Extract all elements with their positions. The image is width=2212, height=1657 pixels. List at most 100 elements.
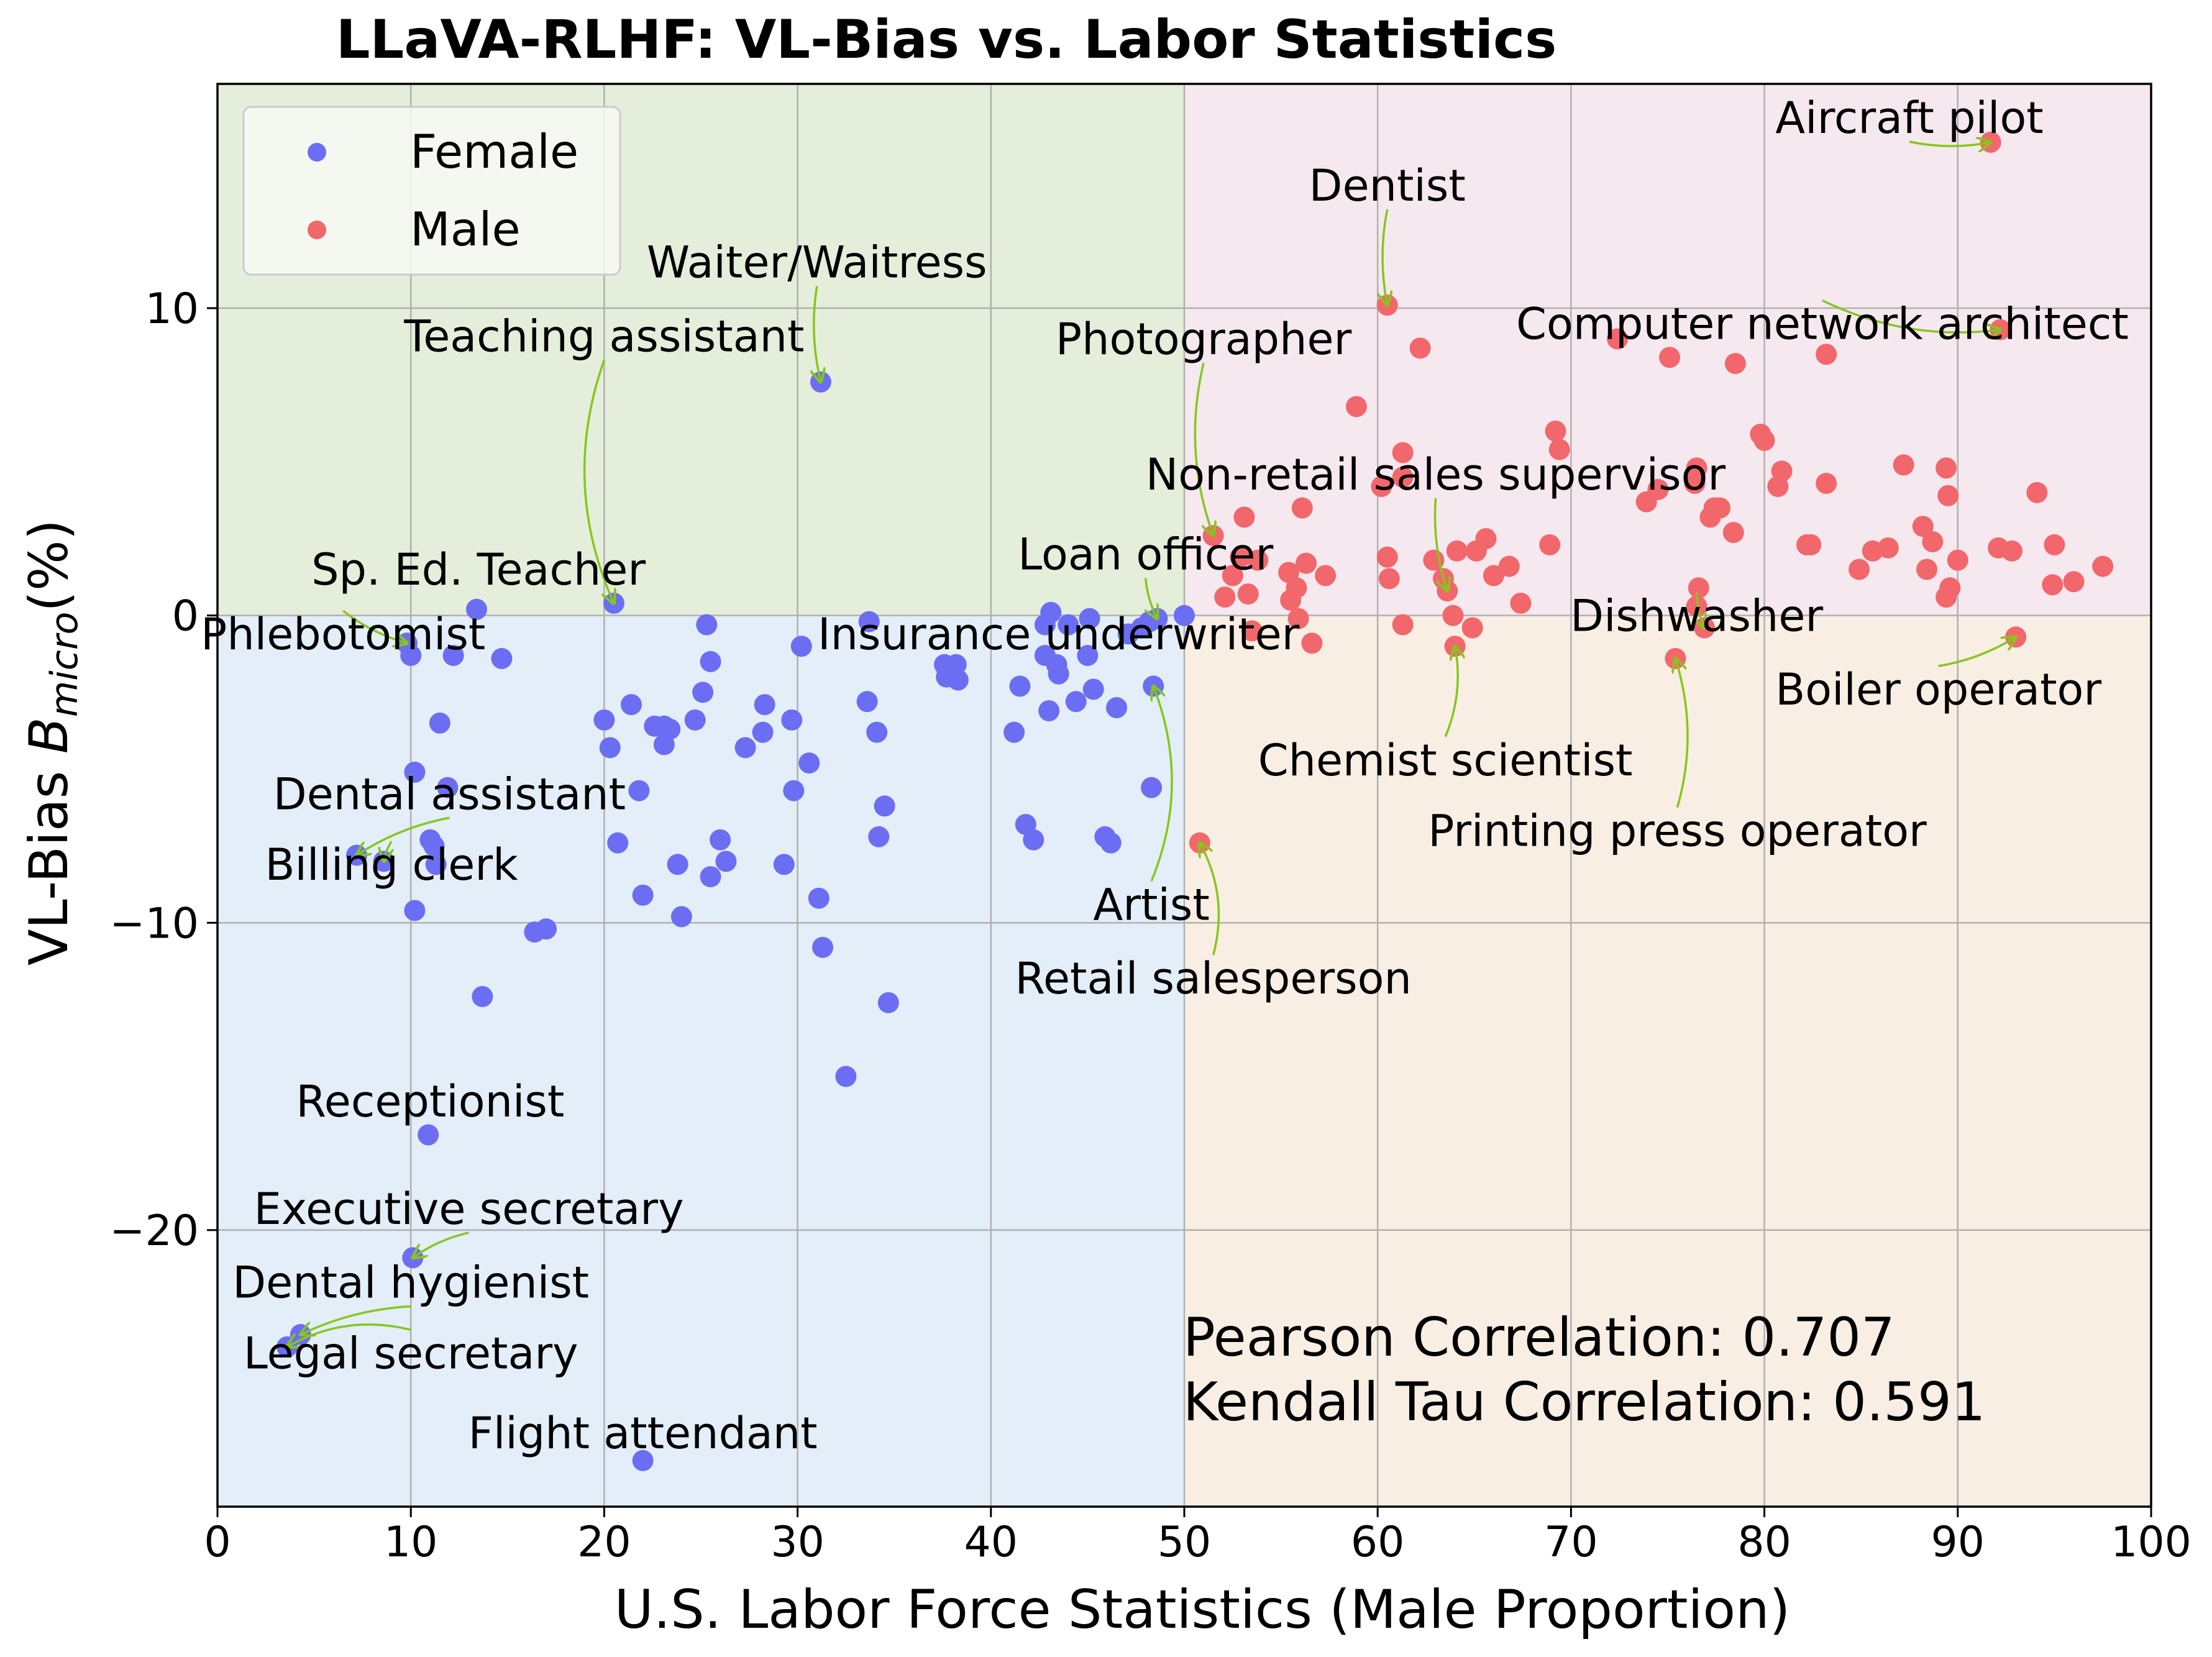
legend-marker-female <box>308 143 326 162</box>
y-tick-label: −10 <box>109 899 199 948</box>
annotation-arrow <box>1697 592 1704 628</box>
data-point-male <box>2001 540 2022 562</box>
data-point-male <box>1877 537 1899 559</box>
x-axis-label: U.S. Labor Force Statistics (Male Propor… <box>615 1579 1790 1641</box>
annotation-arrow <box>384 841 391 861</box>
annotation-label: Insurance underwriter <box>818 609 1300 660</box>
data-point-male <box>1371 475 1392 497</box>
annotation-label: Dental assistant <box>273 769 626 819</box>
annotations: Aircraft pilot Dentist Computer network ar… <box>201 93 2129 1459</box>
quadrant-bottom-right <box>1184 615 2151 1507</box>
annotation-label: Legal secretary <box>244 1328 578 1379</box>
data-point-female <box>808 887 830 909</box>
data-point-female <box>423 835 445 857</box>
data-point-male <box>1461 617 1483 639</box>
annotation-label: Dental hygienist <box>232 1258 589 1308</box>
data-point-female <box>1040 601 1062 623</box>
data-point-male <box>1287 608 1309 629</box>
x-tick-label: 0 <box>204 1518 231 1567</box>
data-point-male <box>1483 565 1504 587</box>
data-point-female <box>812 936 834 958</box>
data-point-male <box>1301 632 1323 654</box>
data-point-male <box>1686 595 1707 617</box>
data-point-male <box>1635 491 1657 513</box>
data-point-male <box>1688 577 1709 599</box>
legend-box <box>242 106 621 276</box>
data-point-female <box>404 761 426 783</box>
data-point-female <box>536 918 557 940</box>
data-point-female <box>874 795 895 817</box>
data-point-male <box>1912 516 1934 537</box>
data-point-male <box>1753 429 1775 451</box>
data-point-female <box>667 854 688 875</box>
x-tick-label: 40 <box>964 1518 1018 1567</box>
annotation-label: Waiter/Waitress <box>647 237 987 288</box>
kendall-correlation-text: Kendall Tau Correlation: 0.591 <box>1183 1371 1986 1433</box>
chart-title: LLaVA-RLHF: VL-Bias vs. Labor Statistics <box>336 9 1557 71</box>
annotation-label: Dishwasher <box>1570 590 1823 641</box>
data-point-male <box>1378 568 1400 590</box>
y-axis-label-main: VL-Bias <box>18 754 80 965</box>
data-point-female <box>491 647 513 669</box>
data-point-female <box>684 709 706 731</box>
annotation-label: Loan officer <box>1018 529 1273 580</box>
data-point-female <box>754 694 775 716</box>
data-point-male <box>1345 396 1367 418</box>
data-point-female <box>466 598 488 620</box>
data-point-male <box>1722 522 1744 544</box>
data-point-female <box>947 669 969 691</box>
data-point-male <box>1771 460 1793 482</box>
data-point-female <box>710 829 731 851</box>
data-point-male <box>1607 328 1629 350</box>
data-point-male <box>1392 467 1414 488</box>
data-point-female <box>781 709 803 731</box>
data-point-male <box>2026 482 2048 503</box>
legend-label-male: Male <box>410 202 521 257</box>
data-point-female <box>400 644 422 666</box>
y-tick-label: 0 <box>172 592 199 641</box>
x-tick-label: 60 <box>1351 1518 1405 1567</box>
legend-marker-male <box>308 221 326 239</box>
x-tick-label: 80 <box>1737 1518 1791 1567</box>
legend: Female Male <box>242 106 621 276</box>
data-point-female <box>700 866 721 888</box>
data-point-male <box>1446 540 1468 562</box>
data-point-female <box>1023 829 1044 851</box>
pearson-correlation-text: Pearson Correlation: 0.707 <box>1183 1307 1895 1369</box>
data-point-male <box>1816 472 1837 494</box>
annotation-label: Artist <box>1093 879 1209 930</box>
data-point-female <box>1048 663 1069 685</box>
data-point-male <box>1947 549 1968 571</box>
data-point-male <box>1937 485 1959 506</box>
annotation-arrow <box>1433 498 1448 591</box>
data-point-female <box>945 654 967 675</box>
data-point-male <box>1376 546 1398 568</box>
annotation-label: Executive secretary <box>254 1184 684 1235</box>
data-point-female <box>856 691 878 713</box>
data-point-male <box>1659 347 1681 368</box>
annotation-label: Boiler operator <box>1775 664 2101 715</box>
data-point-male <box>1237 583 1259 605</box>
annotation-label: Phlebotomist <box>201 609 485 660</box>
data-point-female <box>773 854 795 875</box>
data-point-female <box>404 900 426 921</box>
data-point-female <box>1009 675 1031 697</box>
data-point-female <box>429 712 450 734</box>
data-point-male <box>1893 454 1914 476</box>
annotation-arrow <box>357 816 450 855</box>
data-point-male <box>1247 549 1269 571</box>
annotation-label: Sp. Ed. Teacher <box>311 544 646 595</box>
annotation-label: Retail salesperson <box>1015 953 1412 1004</box>
annotation-label: Chemist scientist <box>1258 735 1633 786</box>
y-axis-label-subscript: micro <box>43 612 86 717</box>
data-point-female <box>425 854 447 875</box>
data-point-male <box>1545 420 1566 442</box>
y-axis-label: VL-Bias Bmicro(%) <box>18 519 86 965</box>
annotation-arrow <box>1444 646 1458 737</box>
y-axis-label-symbol: B <box>18 717 80 754</box>
data-point-female <box>877 992 899 1013</box>
data-point-male <box>1392 442 1414 463</box>
data-point-female <box>1058 614 1079 636</box>
annotation-arrow <box>1146 578 1158 618</box>
annotation-arrow <box>1151 686 1173 882</box>
